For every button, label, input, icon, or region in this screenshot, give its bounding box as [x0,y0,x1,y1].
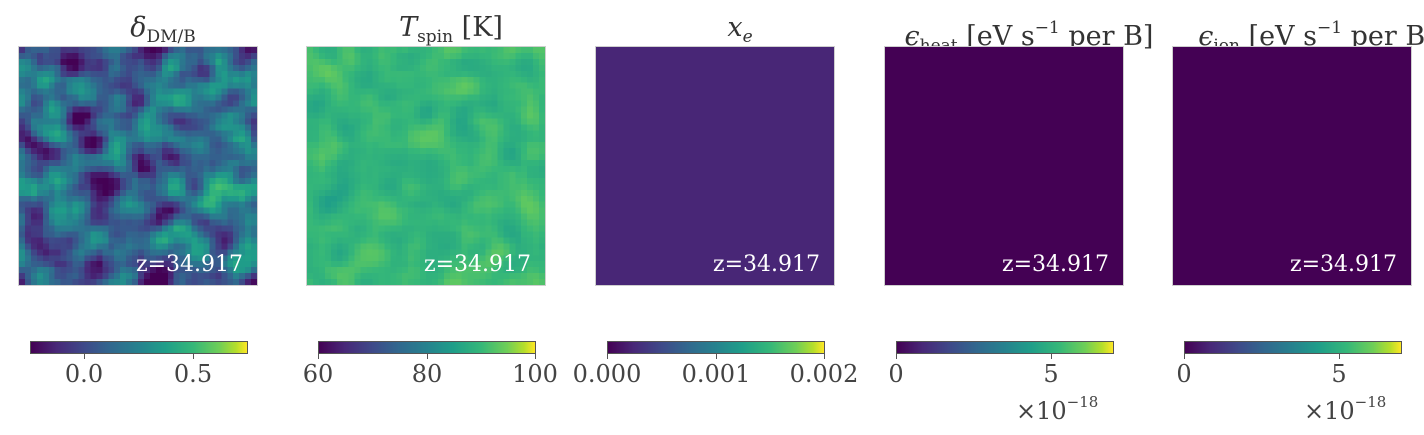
colorbar-tick [1339,354,1340,359]
colorbar-tick-label: 80 [411,360,443,388]
panel-eheat: ϵheat [eV s−1 per B] z=34.917 [884,0,1174,435]
heatmap-tspin: z=34.917 [306,46,546,286]
panel-title: xe [595,10,885,55]
colorbar-eheat [896,341,1114,354]
panel-title: δDM/B [18,10,308,55]
heatmap-eheat: z=34.917 [884,46,1124,286]
colorbar-tick [716,354,717,359]
redshift-label: z=34.917 [1289,252,1397,277]
colorbar-tick [607,354,608,359]
colorbar-tick [84,354,85,359]
colorbar-tick [318,354,319,359]
colorbar-tick-label: 0.002 [789,360,859,388]
title-subscript: e [742,27,753,47]
heatmap-delta: z=34.917 [18,46,258,286]
redshift-label: z=34.917 [135,252,243,277]
colorbar-tick-label: 100 [512,360,558,388]
colorbar-tick-label: 0.0 [64,360,104,388]
heatmap-xe: z=34.917 [595,46,835,286]
colorbar-tick [427,354,428,359]
heatmap-eion: z=34.917 [1172,46,1412,286]
title-unit-exponent: −1 [1034,18,1060,38]
heatmap-canvas [885,47,1123,285]
title-symbol: δ [130,12,147,43]
colorbar-tick-label: 5 [1331,360,1347,388]
panel-xe: xe z=34.917 [595,0,885,435]
colorbar-tick [1051,354,1052,359]
colorbar-offset-text: ×10−18 [1016,393,1099,425]
title-subscript: DM/B [146,27,196,47]
colorbar-tick-label: 0.000 [572,360,642,388]
colorbar-tick-label: 0.5 [173,360,213,388]
panel-title: Tspin [K] [306,10,596,55]
colorbar-tick-label: 0 [1176,360,1192,388]
heatmap-canvas [596,47,834,285]
panel-delta: δDM/B z=34.917 [18,0,308,435]
title-symbol: T [399,12,418,43]
title-subscript: spin [417,27,454,47]
title-unit: [K] [461,12,503,43]
colorbar-tick-label: 0 [888,360,904,388]
colorbar-tick [824,354,825,359]
redshift-label: z=34.917 [712,252,820,277]
title-symbol: ϵ [904,21,920,52]
colorbar-delta [30,341,248,354]
colorbar-tick-label: 60 [302,360,334,388]
colorbar-tick [193,354,194,359]
title-symbol: x [727,12,743,43]
colorbar-tick [896,354,897,359]
panel-eion: ϵion [eV s−1 per B] z=34.917 [1172,0,1424,435]
colorbar-offset-text: ×10−18 [1304,393,1387,425]
colorbar-tick-label: 0.001 [681,360,751,388]
panel-tspin: Tspin [K] z=34.917 [306,0,596,435]
title-symbol: ϵ [1198,21,1214,52]
heatmap-canvas [1173,47,1411,285]
colorbar-xe [607,341,825,354]
colorbar-tick [535,354,536,359]
heatmap-canvas [19,47,257,285]
heatmap-canvas [307,47,545,285]
colorbar-eion [1184,341,1402,354]
colorbar-tspin [318,341,536,354]
title-unit-exponent: −1 [1317,18,1343,38]
redshift-label: z=34.917 [1001,252,1109,277]
colorbar-tick-label: 5 [1043,360,1059,388]
panel-title: ϵion [eV s−1 per B] [1172,10,1424,64]
redshift-label: z=34.917 [423,252,531,277]
colorbar-tick [1184,354,1185,359]
